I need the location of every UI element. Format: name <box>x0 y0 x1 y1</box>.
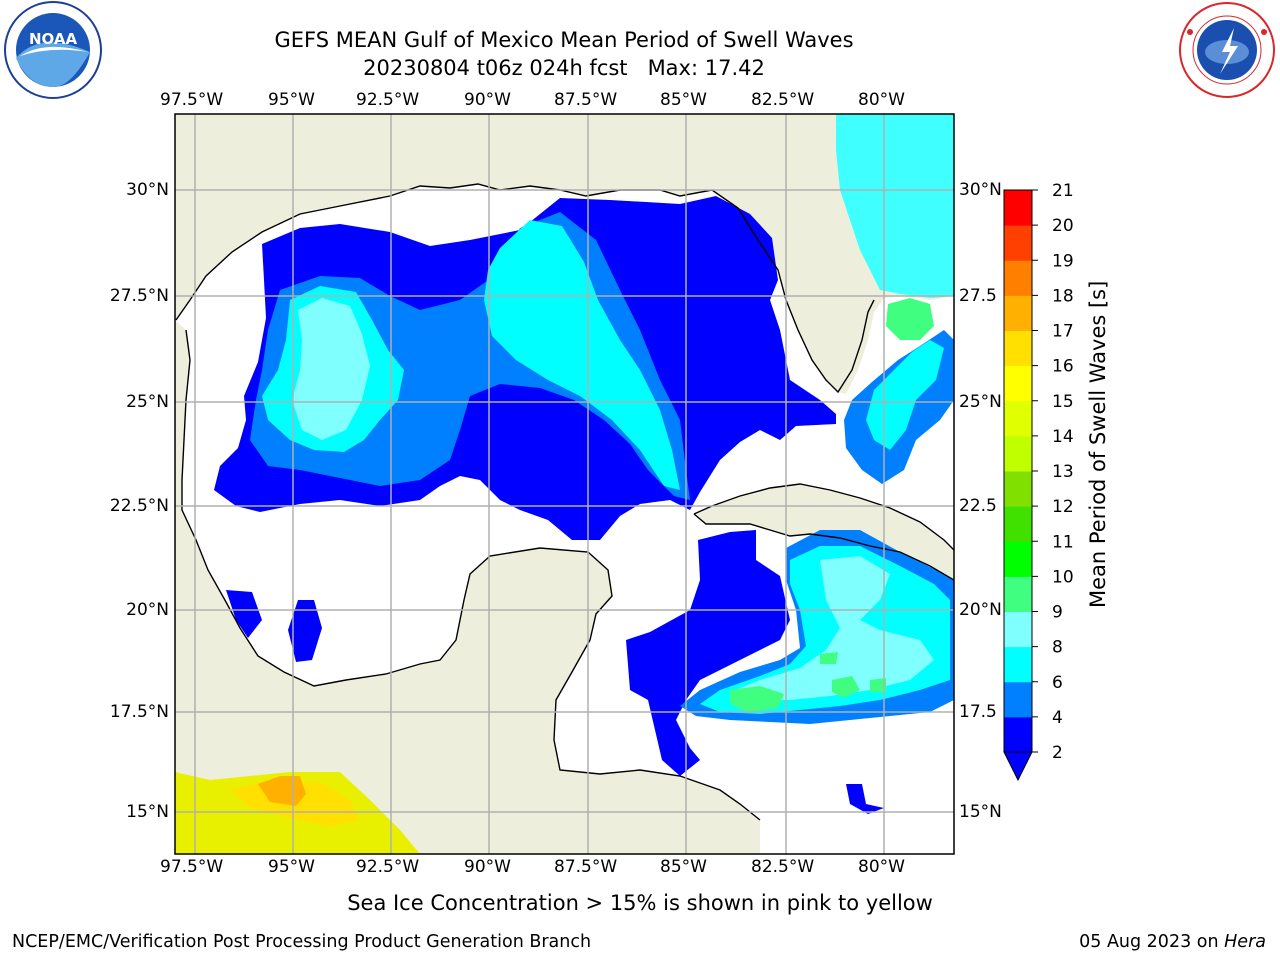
y-tick-right: 20°N <box>959 600 1002 620</box>
noaa-logo-text: NOAA <box>29 30 78 48</box>
y-tick-left: 27.5°N <box>109 286 169 306</box>
colorbar-segment <box>1004 190 1032 226</box>
colorbar-label: Mean Period of Swell Waves [s] <box>1086 280 1110 608</box>
colorbar-tick-label: 21 <box>1052 181 1074 201</box>
colorbar-tick-label: 18 <box>1052 286 1074 306</box>
colorbar-segment <box>1004 400 1032 437</box>
y-tick-right: 15°N <box>959 802 1002 822</box>
y-tick-left: 25°N <box>126 392 169 412</box>
swell-field-atlantic-6-8s <box>836 114 954 298</box>
colorbar-segment <box>1004 681 1032 718</box>
x-tick-bottom: 90°W <box>464 857 511 877</box>
x-tick-top: 80°W <box>858 90 905 110</box>
swell-field-east-6-8s <box>866 340 944 450</box>
y-tick-left: 17.5°N <box>109 702 169 722</box>
swell-field-8-9s <box>292 298 370 440</box>
y-tick-right: 17.5 <box>959 702 997 722</box>
colorbar-segment <box>1004 646 1032 683</box>
colorbar-segment <box>1004 260 1032 296</box>
colorbar-segment <box>1004 716 1032 753</box>
colorbar-tick-label: 20 <box>1052 216 1074 236</box>
colorbar-segment <box>1004 295 1032 331</box>
y-tick-left: 15°N <box>126 802 169 822</box>
colorbar-tick-label: 10 <box>1052 567 1074 587</box>
y-tick-right: 27.5 <box>959 286 997 306</box>
colorbar-tick-label: 2 <box>1052 743 1063 763</box>
footer-date-text: 05 Aug 2023 on <box>1079 932 1225 952</box>
y-tick-left: 30°N <box>126 180 169 200</box>
x-tick-bottom: 87.5°W <box>554 857 618 877</box>
chart-title: GEFS MEAN Gulf of Mexico Mean Period of … <box>274 28 854 52</box>
x-tick-top: 87.5°W <box>554 90 618 110</box>
x-tick-top: 95°W <box>268 90 315 110</box>
colorbar-segment <box>1004 506 1032 542</box>
colorbar-segment <box>1004 330 1032 367</box>
footer-date: 05 Aug 2023 on Hera <box>1079 932 1266 952</box>
colorbar-segment <box>1004 576 1032 612</box>
colorbar-tick-label: 15 <box>1052 392 1074 412</box>
colorbar-segment <box>1004 225 1032 261</box>
colorbar-tick-label: 19 <box>1052 251 1074 271</box>
colorbar-segment <box>1004 541 1032 577</box>
colorbar-segment <box>1004 611 1032 648</box>
x-tick-bottom: 92.5°W <box>356 857 420 877</box>
x-tick-top: 85°W <box>660 90 707 110</box>
coastline <box>181 329 761 821</box>
x-tick-bottom: 95°W <box>268 857 315 877</box>
graticule <box>175 114 954 854</box>
y-tick-left: 20°N <box>126 600 169 620</box>
y-tick-right: 25°N <box>959 392 1002 412</box>
colorbar-segment <box>1004 365 1032 402</box>
colorbar-tick-label: 4 <box>1052 708 1063 728</box>
x-tick-top: 92.5°W <box>356 90 420 110</box>
sea-ice-field-high <box>258 776 306 806</box>
nws-logo <box>1174 0 1280 102</box>
footer-credit: NCEP/EMC/Verification Post Processing Pr… <box>12 932 592 952</box>
swell-field-9-10s <box>886 298 934 340</box>
noaa-logo: NOAA <box>0 0 106 102</box>
y-tick-right: 30°N <box>959 180 1002 200</box>
chart-subtitle: 20230804 t06z 024h fcst Max: 17.42 <box>363 56 765 80</box>
colorbar-tick-label: 8 <box>1052 638 1063 658</box>
colorbar-tick-label: 17 <box>1052 322 1074 342</box>
swell-field-central-6-8s <box>484 220 680 490</box>
x-tick-top: 97.5°W <box>160 90 224 110</box>
map-frame <box>174 113 955 855</box>
colorbar-tick-label: 13 <box>1052 462 1074 482</box>
colorbar-segment <box>1004 435 1032 472</box>
colorbar-tick-label: 14 <box>1052 427 1074 447</box>
colorbar-tick-label: 11 <box>1052 532 1074 552</box>
colorbar-tick-label: 9 <box>1052 603 1063 623</box>
y-tick-left: 22.5°N <box>109 496 169 516</box>
coastline-cuba <box>693 483 954 581</box>
colorbar-tick-label: 12 <box>1052 497 1074 517</box>
x-tick-bottom: 82.5°W <box>751 857 815 877</box>
land-usa <box>175 114 954 392</box>
colorbar-segment <box>1004 471 1032 507</box>
swell-field-caribbean-8-9s <box>730 556 934 700</box>
x-tick-bottom: 85°W <box>660 857 707 877</box>
sea-ice-annotation: Sea Ice Concentration > 15% is shown in … <box>347 891 933 915</box>
footer-host: Hera <box>1224 932 1266 952</box>
colorbar-tick-label: 16 <box>1052 357 1074 377</box>
swell-field-caribbean-9-10s <box>730 652 886 712</box>
colorbar-tick-label: 6 <box>1052 673 1063 693</box>
colorbar-extend-triangle <box>1003 751 1033 782</box>
colorbar: 2 4 6 8 9 10 11 12 13 14 15 16 17 18 19 20 21 <box>1003 181 1074 782</box>
swell-field-caribbean-2-4s <box>626 530 790 776</box>
x-tick-top: 90°W <box>464 90 511 110</box>
x-tick-bottom: 80°W <box>858 857 905 877</box>
x-tick-top: 82.5°W <box>751 90 815 110</box>
y-tick-right: 22.5 <box>959 496 997 516</box>
x-tick-bottom: 97.5°W <box>160 857 224 877</box>
